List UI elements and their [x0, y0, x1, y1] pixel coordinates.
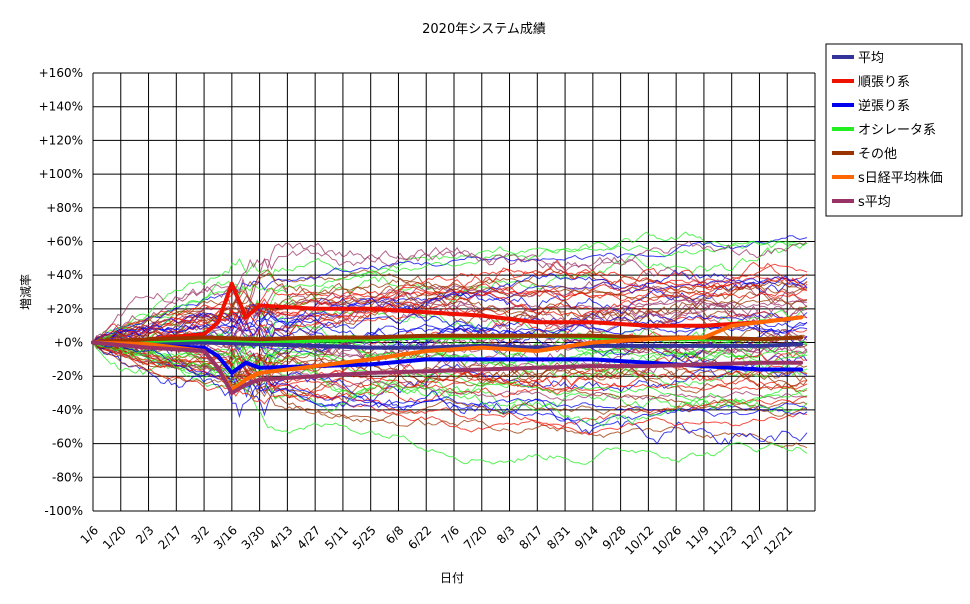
chart-title: 2020年システム成績: [422, 22, 546, 37]
x-tick-label: 7/6: [439, 523, 463, 547]
series-line-平均: [91, 340, 804, 350]
x-tick-label: 5/25: [350, 523, 379, 552]
system-line: [92, 242, 808, 343]
system-line: [92, 268, 808, 343]
y-tick-label: -40%: [52, 403, 83, 417]
system-line: [92, 235, 808, 343]
x-tick-label: 12/21: [761, 523, 795, 557]
y-tick-label: +140%: [39, 100, 83, 114]
legend-label: 順張り系: [858, 75, 910, 90]
system-line: [93, 284, 808, 343]
x-tick-label: 1/6: [78, 523, 102, 547]
legend-box: [825, 43, 963, 217]
system-line: [92, 340, 808, 427]
x-tick-label: 10/12: [622, 523, 656, 557]
y-tick-label: -80%: [52, 470, 83, 484]
x-tick-label: 2/17: [155, 523, 184, 552]
legend-label: オシレータ系: [858, 123, 936, 138]
system-line: [92, 342, 808, 436]
y-tick-label: -20%: [52, 369, 83, 383]
x-tick-label: 3/30: [239, 523, 268, 552]
system-line: [92, 273, 808, 343]
y-tick-label: -60%: [52, 437, 83, 451]
x-tick-label: 8/3: [494, 523, 518, 547]
x-axis-label: 日付: [440, 571, 464, 585]
legend-label: s日経平均株価: [858, 171, 943, 186]
x-tick-label: 8/17: [516, 523, 545, 552]
system-line: [92, 342, 808, 465]
system-line: [92, 231, 808, 343]
x-tick-label: 5/11: [322, 523, 351, 552]
system-line: [92, 267, 808, 344]
legend-label: その他: [858, 147, 897, 162]
system-line: [92, 342, 808, 430]
series-line-順張り系: [91, 281, 804, 345]
y-tick-label: +0%: [54, 336, 83, 350]
legend-label: 平均: [858, 51, 884, 66]
y-tick-label: +60%: [46, 234, 83, 248]
y-tick-label: -100%: [44, 504, 83, 518]
x-tick-label: 9/14: [572, 523, 601, 552]
y-axis-label: 増減率: [18, 274, 33, 310]
series-layer: [91, 281, 804, 396]
legend-label: 逆張り系: [858, 98, 910, 114]
system-line: [92, 240, 808, 343]
system-line: [92, 289, 808, 355]
y-tick-label: +120%: [39, 133, 83, 147]
x-tick-label: 7/20: [461, 523, 490, 552]
y-tick-label: +40%: [46, 268, 83, 282]
system-line: [92, 280, 808, 348]
series-line-s平均: [91, 340, 804, 396]
x-tick-label: 6/8: [383, 523, 407, 547]
y-tick-label: +100%: [39, 167, 83, 181]
x-tick-label: 4/13: [267, 523, 296, 552]
y-tick-label: +160%: [39, 66, 83, 80]
system-line: [92, 342, 808, 393]
x-tick-label: 10/26: [650, 523, 684, 557]
y-tick-label: +80%: [46, 201, 83, 215]
x-tick-label: 1/20: [100, 523, 129, 552]
y-tick-label: +20%: [46, 302, 83, 316]
x-tick-label: 8/31: [544, 523, 573, 552]
system-line: [92, 276, 808, 345]
system-line: [92, 242, 808, 343]
x-tick-label: 6/22: [405, 523, 434, 552]
system-line: [92, 342, 808, 412]
x-tick-label: 3/2: [189, 523, 213, 547]
x-tick-label: 11/23: [705, 523, 739, 557]
x-tick-label: 2/3: [133, 523, 157, 547]
x-tick-label: 3/16: [211, 523, 240, 552]
x-tick-label: 4/27: [294, 523, 323, 552]
legend-label: s平均: [858, 195, 891, 210]
system-line: [92, 342, 808, 421]
system-line: [92, 239, 808, 343]
system-line: [92, 269, 808, 343]
